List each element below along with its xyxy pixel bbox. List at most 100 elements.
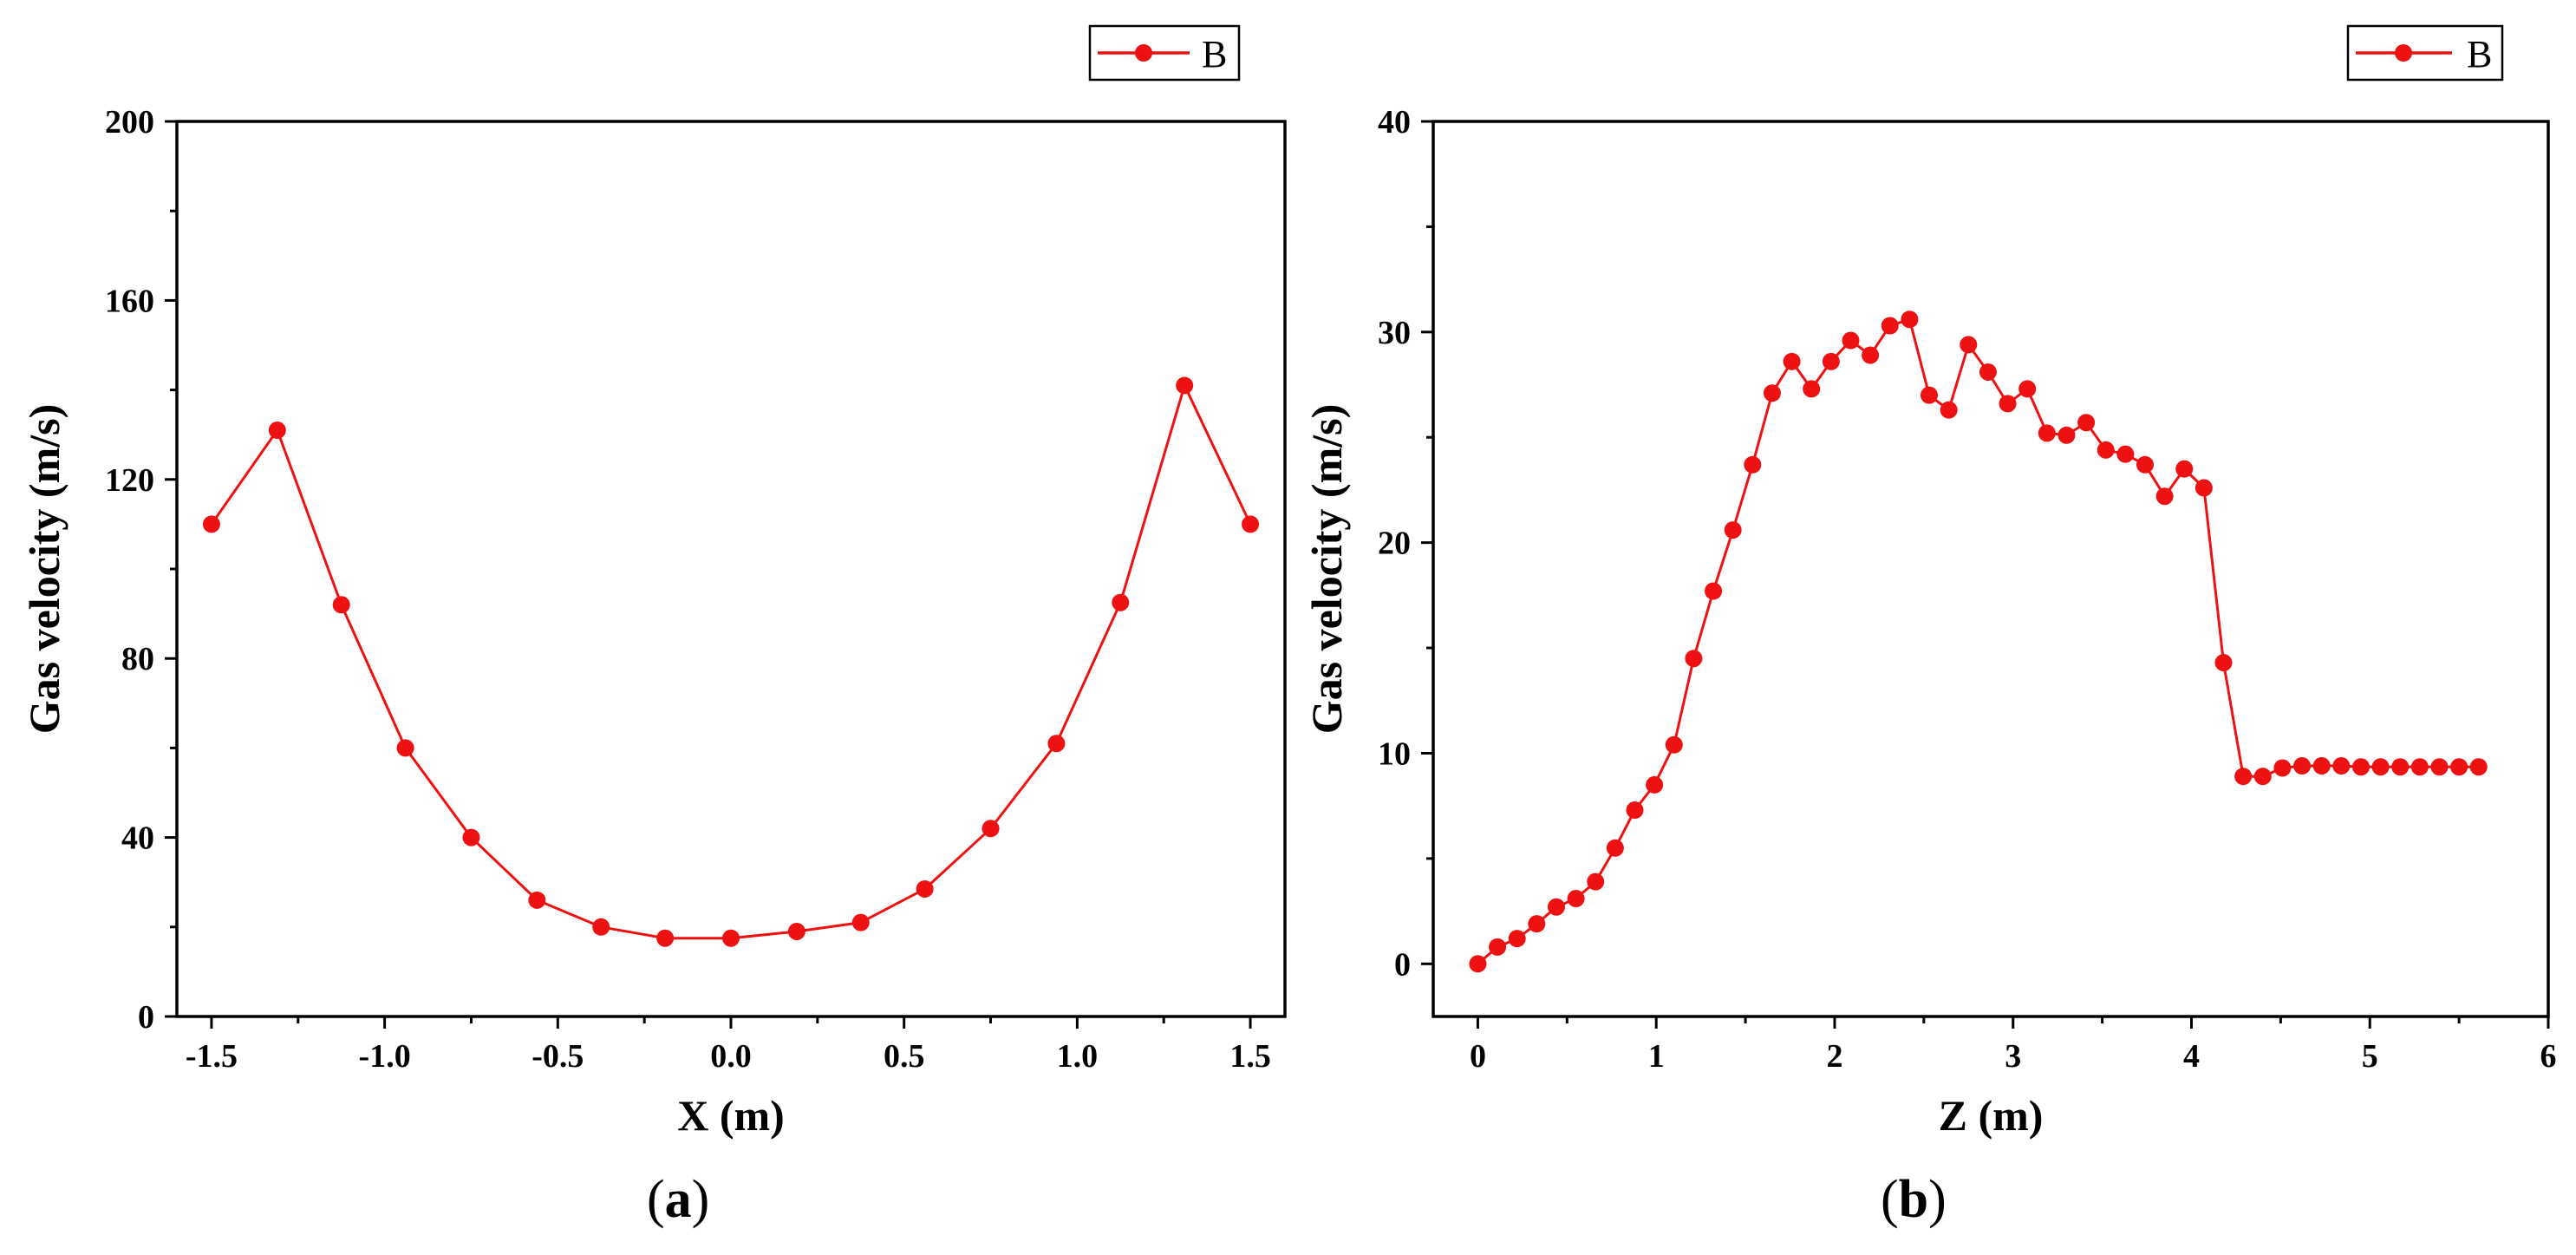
- panel-a-plot-frame: [175, 120, 1287, 1018]
- panel-b-data-point: [1528, 915, 1546, 933]
- panel-a-xlabel: X (m): [677, 1091, 785, 1140]
- panel-b-data-point: [1862, 346, 1880, 364]
- panel-b-data-point: [2253, 768, 2272, 786]
- panel-b-ytick-label: 40: [1378, 104, 1411, 141]
- panel-b-data-point: [1626, 801, 1644, 820]
- panel-a-data-point: [656, 929, 675, 947]
- panel-b-data-point: [2097, 441, 2115, 459]
- panel-b-ytick-label: 30: [1378, 315, 1411, 351]
- panel-a-series-line: [210, 383, 1252, 940]
- panel-a-xtick-label: 1.0: [1057, 1038, 1099, 1075]
- panel-a-data-point: [1047, 735, 1066, 753]
- panel-a-ytick-label: 160: [105, 283, 154, 319]
- panel-b-data-point: [1822, 352, 1840, 370]
- panel-b-data-point: [2175, 460, 2194, 478]
- panel-a-ytick-label: 40: [121, 820, 154, 857]
- panel-b-plot-frame: [1431, 120, 2550, 1018]
- panel-a-legend-label: B: [1202, 33, 1227, 75]
- panel-b-ylabel: Gas velocity (m/s): [1302, 404, 1351, 734]
- panel-a-xtick-label: -0.5: [532, 1038, 584, 1075]
- panel-b-xtick-label: 5: [2362, 1038, 2378, 1075]
- panel-a-xtick-label: 0.5: [884, 1038, 925, 1075]
- panel-b-data-point: [2430, 758, 2449, 776]
- panel-b-data-point: [1881, 317, 1899, 335]
- panel-a-data-point: [268, 422, 286, 440]
- panel-b-xtick-label: 4: [2183, 1038, 2200, 1075]
- panel-b-data-point: [1469, 955, 1487, 973]
- panel-a-chart: X (m) Gas velocity (m/s) B (a) -1.5 -1.0 -…: [20, 24, 1287, 1229]
- panel-a-caption: (a): [647, 1170, 709, 1229]
- panel-a-ytick-label: 80: [121, 641, 154, 677]
- panel-b-data-point: [2273, 759, 2292, 777]
- panel-a-xtick-label: -1.0: [359, 1038, 411, 1075]
- panel-b-data-point: [1803, 380, 1821, 398]
- panel-b-data-point: [2410, 758, 2429, 776]
- panel-b-data-point: [2116, 445, 2135, 463]
- panel-b-data-point: [2391, 758, 2410, 776]
- panel-b-data-point: [1489, 938, 1507, 956]
- panel-b-data-point: [1724, 521, 1742, 539]
- panel-b-data-point: [1940, 401, 1958, 419]
- panel-b-ytick-label: 10: [1378, 735, 1411, 772]
- panel-a-data-point: [1242, 515, 1260, 533]
- panel-b-data-point: [1665, 735, 1683, 754]
- panel-a-data-point: [528, 891, 546, 909]
- panel-a-data-point: [722, 929, 740, 947]
- panel-b-data-point: [1960, 336, 1978, 354]
- panel-b-xtick-label: 1: [1648, 1038, 1665, 1075]
- panel-b-data-point: [1508, 930, 1526, 948]
- panel-a-xtick-label: -1.5: [186, 1038, 238, 1075]
- panel-a-xtick-label: 0.0: [710, 1038, 752, 1075]
- panel-b-data-point: [2371, 758, 2390, 776]
- panel-a-data-point: [396, 739, 414, 757]
- panel-b-data-point: [1685, 650, 1703, 668]
- panel-b-xtick-label: 2: [1826, 1038, 1842, 1075]
- panel-b-data-point: [2077, 414, 2096, 432]
- panel-b-data-point: [1979, 363, 1997, 381]
- panel-a-ytick-label: 0: [138, 999, 154, 1036]
- panel-b-data-point: [2038, 424, 2056, 442]
- panel-a-data-point: [202, 515, 220, 533]
- panel-b-data-point: [2234, 768, 2253, 786]
- panel-b-data-point: [2312, 757, 2331, 775]
- panel-b-data-point: [1763, 384, 1781, 402]
- panel-b-data-point: [2293, 757, 2312, 775]
- panel-b-data-point: [1901, 310, 1919, 329]
- panel-a-data-point: [1112, 593, 1130, 611]
- panel-b-data-point: [2194, 479, 2213, 497]
- panel-a-data-point: [462, 828, 480, 846]
- panel-b-data-point: [2136, 455, 2154, 474]
- panel-b-data-point: [1842, 331, 1860, 350]
- panel-b-caption: (b): [1881, 1170, 1947, 1229]
- panel-b-data-point: [1921, 386, 1939, 404]
- panel-a-legend: B: [1088, 24, 1241, 82]
- panel-a-data-point: [592, 918, 610, 936]
- panel-a-ytick-label: 200: [105, 104, 154, 141]
- panel-b-legend-label: B: [2467, 33, 2492, 75]
- panel-b-data-point: [2469, 758, 2488, 776]
- panel-a-ytick-label: 120: [105, 462, 154, 499]
- panel-b-data-point: [1744, 455, 1762, 474]
- panel-b-xtick-label: 3: [2005, 1038, 2021, 1075]
- panel-b-legend: B: [2346, 24, 2504, 82]
- panel-b-data-point: [2214, 654, 2233, 672]
- panel-a-legend-marker: [1135, 44, 1152, 62]
- panel-b-xtick-label: 0: [1470, 1038, 1486, 1075]
- panel-b-xlabel: Z (m): [1939, 1091, 2044, 1140]
- panel-a-data-point: [787, 922, 805, 940]
- panel-b-legend-marker: [2395, 44, 2412, 62]
- panel-a-data-point: [851, 913, 870, 931]
- panel-a-data-point: [916, 879, 934, 898]
- panel-b-data-point: [1587, 873, 1605, 891]
- panel-a-data-point: [981, 820, 1000, 838]
- panel-b-data-point: [1705, 582, 1723, 600]
- panel-b-data-point: [1567, 890, 1585, 908]
- panel-b-data-point: [2155, 487, 2174, 506]
- panel-b-data-point: [1783, 352, 1801, 370]
- panel-b-data-point: [2351, 758, 2370, 776]
- panel-a-data-point: [332, 596, 350, 614]
- panel-b-chart: Z (m) Gas velocity (m/s) B (b) 0 1 2 3 4 5 6 0 1…: [1302, 24, 2557, 1229]
- panel-b-series-line: [1477, 317, 2479, 965]
- panel-b-data-point: [1646, 775, 1664, 794]
